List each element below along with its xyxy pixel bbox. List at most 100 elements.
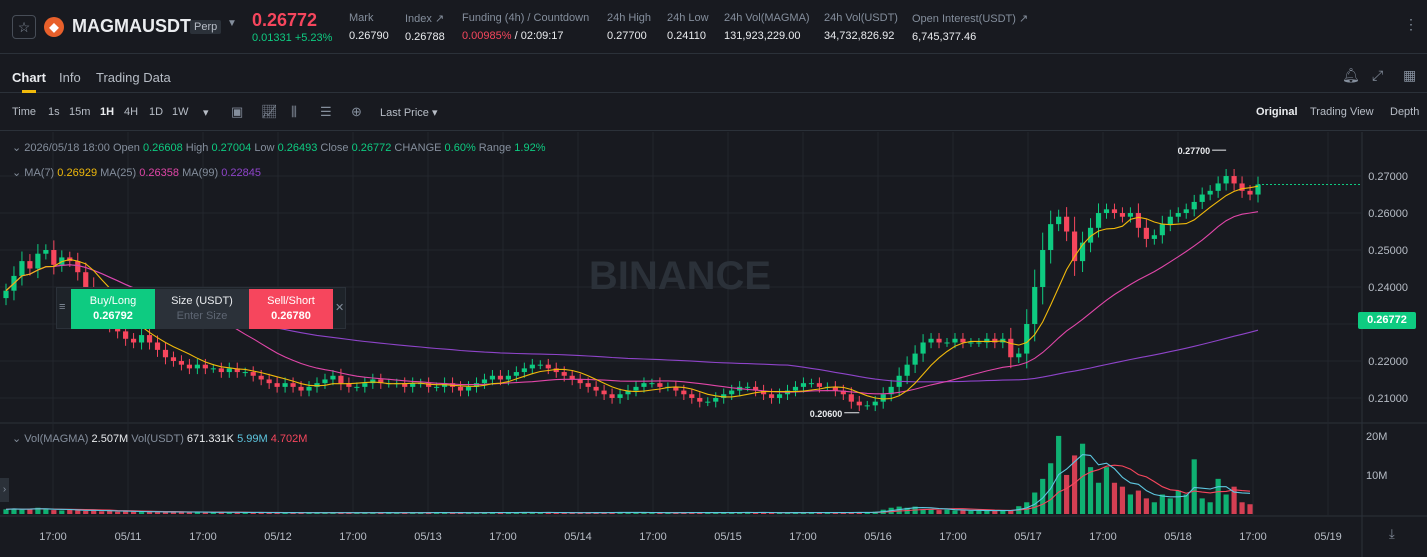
tab-info[interactable]: Info bbox=[59, 70, 81, 85]
size-input[interactable]: Size (USDT) Enter Size bbox=[155, 289, 249, 329]
candle-body bbox=[434, 386, 440, 388]
candle-body bbox=[505, 375, 511, 380]
collapse-chevron-icon[interactable]: ⌄ bbox=[12, 142, 22, 154]
candle bbox=[768, 388, 775, 404]
chevron-down-icon: ▾ bbox=[431, 107, 438, 119]
sell-short-button[interactable]: Sell/Short 0.26780 bbox=[249, 289, 333, 329]
volume-bar bbox=[1231, 486, 1237, 514]
symbol-dropdown-icon[interactable]: ▼ bbox=[227, 18, 237, 29]
candle bbox=[689, 388, 695, 404]
calendar-icon[interactable]: ▣ bbox=[231, 104, 244, 119]
volume-bar bbox=[1143, 498, 1149, 514]
range-value: 1.92% bbox=[514, 142, 546, 154]
interval-1w[interactable]: 1W bbox=[172, 106, 189, 118]
symbol-name[interactable]: MAGMAUSDT bbox=[72, 16, 191, 36]
volume-bar bbox=[83, 510, 89, 514]
volume-bar bbox=[362, 512, 368, 514]
tab-chart[interactable]: Chart bbox=[12, 70, 46, 85]
chart-area[interactable]: BINANCE 0.270000.260000.250000.240000.23… bbox=[0, 132, 1427, 557]
drawing-tools-icon[interactable]: ⊕ bbox=[351, 104, 362, 119]
more-vertical-icon[interactable]: ⋮ bbox=[1404, 16, 1418, 32]
interval-4h[interactable]: 4H bbox=[124, 106, 139, 118]
collapse-chevron-icon[interactable]: ⌄ bbox=[12, 433, 22, 445]
time-tick-label: 05/11 bbox=[115, 531, 142, 543]
view-depth[interactable]: Depth bbox=[1390, 106, 1420, 118]
stat-label: 24h Low bbox=[667, 12, 709, 24]
funding-countdown: / 02:09:17 bbox=[514, 30, 564, 42]
candle bbox=[904, 356, 910, 385]
reset-scale-icon[interactable]: ⤓ bbox=[1389, 526, 1395, 541]
volume-bar bbox=[178, 512, 185, 514]
stat-open-interest[interactable]: Open Interest(USDT) ↗ 6,745,377.46 bbox=[912, 12, 1028, 43]
candle bbox=[1024, 309, 1030, 369]
fullscreen-icon[interactable]: ⤢ bbox=[1372, 67, 1384, 83]
candle-body bbox=[713, 397, 719, 402]
layout-grid-icon[interactable]: ▦ bbox=[1403, 67, 1417, 83]
time-tick-label: 05/18 bbox=[1164, 531, 1192, 543]
volume-bar bbox=[457, 512, 464, 514]
candle-body bbox=[3, 290, 9, 299]
candle-body bbox=[880, 394, 886, 402]
candle-body bbox=[306, 386, 312, 391]
interval-dropdown-icon[interactable]: ▾ bbox=[203, 107, 209, 119]
candle-body bbox=[1119, 213, 1126, 217]
candle bbox=[35, 244, 41, 279]
ma25-value: 0.26358 bbox=[139, 167, 180, 179]
price-tick-label: 0.27000 bbox=[1368, 171, 1408, 183]
volume-bar bbox=[67, 509, 73, 514]
candle-body bbox=[35, 253, 41, 269]
volume-bar bbox=[218, 512, 224, 514]
candlestick-chart[interactable]: BINANCE 0.270000.260000.250000.240000.23… bbox=[0, 132, 1427, 557]
volume-bar bbox=[697, 512, 703, 514]
buy-long-button[interactable]: Buy/Long 0.26792 bbox=[71, 289, 155, 329]
candle bbox=[697, 392, 703, 408]
candle-body bbox=[760, 390, 767, 395]
volume-bar bbox=[1008, 510, 1014, 514]
favorite-star-icon[interactable]: ☆ bbox=[12, 15, 36, 39]
stat-index[interactable]: Index ↗ 0.26788 bbox=[405, 12, 445, 43]
stat-value: 0.24110 bbox=[667, 30, 706, 42]
volume-bar bbox=[968, 510, 974, 514]
indicator-chart-icon[interactable]: 📈︎ bbox=[261, 104, 278, 119]
interval-1s[interactable]: 1s bbox=[48, 106, 60, 118]
volume-bar bbox=[848, 512, 854, 514]
view-trading-view[interactable]: Trading View bbox=[1310, 106, 1374, 118]
collapse-chevron-icon[interactable]: ⌄ bbox=[12, 167, 22, 179]
stat-24h-vol-magma: 24h Vol(MAGMA) 131,923,229.00 bbox=[724, 12, 810, 42]
candle-body bbox=[402, 383, 408, 387]
interval-1h[interactable]: 1H bbox=[100, 106, 115, 118]
time-tick-label: 05/13 bbox=[414, 531, 442, 543]
candle-body bbox=[1231, 176, 1237, 184]
interval-1d[interactable]: 1D bbox=[149, 106, 164, 118]
volume-bar bbox=[721, 512, 727, 514]
view-original[interactable]: Original bbox=[1256, 106, 1298, 118]
bell-icon[interactable]: 🔔︎ bbox=[1342, 67, 1360, 83]
price-type-select[interactable]: Last Price ▾ bbox=[380, 106, 438, 119]
candle-body bbox=[968, 342, 974, 344]
interval-15m[interactable]: 15m bbox=[69, 106, 91, 118]
candle-body bbox=[872, 401, 878, 406]
volume-bar bbox=[170, 511, 177, 514]
candle-style-icon[interactable]: ⫼ bbox=[291, 104, 297, 119]
candle-body bbox=[888, 386, 894, 395]
candle-body bbox=[298, 386, 304, 391]
candle bbox=[306, 381, 312, 397]
tab-trading-data[interactable]: Trading Data bbox=[96, 70, 171, 85]
volume-bar bbox=[1095, 482, 1102, 514]
candle-body bbox=[928, 338, 934, 343]
candle-body bbox=[170, 357, 177, 361]
expand-left-icon[interactable]: › bbox=[0, 478, 9, 502]
close-icon[interactable]: ✕ bbox=[335, 302, 345, 314]
candle bbox=[234, 362, 240, 378]
volume-bar bbox=[1191, 459, 1197, 514]
low-marker-label: 0.20600 bbox=[810, 409, 843, 419]
time-axis: 17:00 05/11 17:00 05/12 17:00 05/13 17:00 05/14… bbox=[39, 531, 1342, 543]
candle bbox=[1231, 169, 1237, 191]
volume-bar bbox=[107, 510, 113, 514]
price-axis: 0.270000.260000.250000.240000.230000.220… bbox=[1366, 171, 1408, 482]
settings-list-icon[interactable]: ☰ bbox=[320, 104, 332, 119]
volume-bar bbox=[1127, 494, 1134, 514]
drag-handle-icon[interactable]: ≡ bbox=[59, 301, 66, 313]
volume-bar bbox=[768, 512, 775, 514]
candle-body bbox=[210, 368, 216, 370]
